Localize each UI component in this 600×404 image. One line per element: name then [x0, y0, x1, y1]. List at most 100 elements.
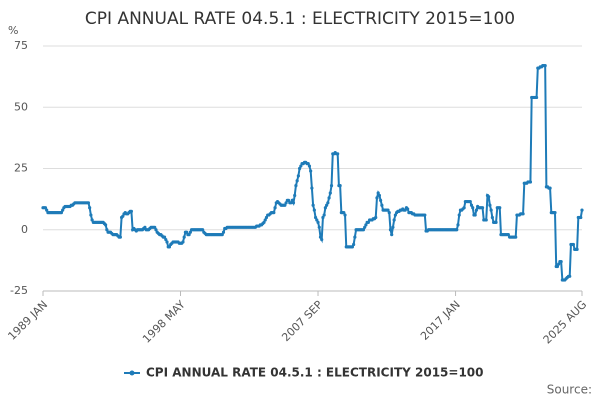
point: [361, 228, 366, 232]
y-axis-unit: %: [8, 24, 18, 37]
point: [521, 212, 525, 216]
point: [462, 206, 466, 210]
point: [61, 208, 65, 212]
point: [553, 211, 557, 215]
point: [329, 184, 334, 188]
point: [165, 240, 169, 244]
point: [105, 228, 109, 232]
point: [167, 245, 172, 249]
point: [221, 230, 226, 234]
point: [59, 211, 64, 215]
point: [480, 206, 485, 210]
point: [366, 220, 370, 224]
point: [315, 218, 319, 222]
point: [88, 206, 92, 210]
point: [575, 247, 579, 251]
point: [423, 213, 427, 217]
point: [571, 242, 576, 247]
point: [220, 233, 224, 237]
point: [306, 162, 310, 166]
point: [43, 206, 48, 210]
x-tick-label: 1989 JAN: [5, 298, 50, 343]
point: [154, 228, 158, 232]
point: [290, 198, 294, 202]
point: [264, 215, 269, 220]
point: [283, 203, 287, 207]
source: Source:: [547, 383, 592, 397]
point: [391, 225, 395, 229]
x-tick-label: 2025 AUG: [541, 298, 590, 347]
point: [484, 218, 488, 222]
point: [201, 228, 205, 232]
y-tick-label: 50: [14, 100, 28, 113]
point: [471, 206, 475, 210]
y-tick-label: 0: [21, 223, 28, 236]
point: [295, 179, 299, 183]
point: [328, 191, 332, 195]
point: [343, 213, 347, 217]
point: [273, 206, 277, 210]
point: [286, 198, 291, 202]
legend-label: CPI ANNUAL RATE 04.5.1 : ELECTRICITY 201…: [146, 366, 484, 380]
point: [317, 225, 321, 229]
point: [118, 235, 122, 239]
point: [374, 215, 378, 220]
point: [336, 152, 340, 156]
x-tick-label: 2017 JAN: [418, 298, 463, 343]
point: [322, 213, 326, 217]
point: [327, 196, 331, 200]
point: [528, 180, 533, 184]
point: [375, 196, 379, 200]
point: [326, 201, 330, 205]
point: [311, 203, 315, 207]
point: [321, 215, 325, 220]
point: [406, 207, 410, 211]
point: [379, 198, 383, 202]
point: [387, 211, 391, 215]
point: [153, 225, 157, 229]
point: [293, 193, 297, 198]
point: [296, 174, 300, 178]
point: [89, 213, 93, 217]
point: [316, 220, 320, 224]
point: [489, 208, 493, 212]
point: [187, 233, 191, 237]
point: [318, 235, 323, 239]
point: [313, 215, 318, 220]
point: [580, 208, 584, 212]
point: [388, 228, 393, 232]
y-tick-label: 75: [14, 39, 28, 52]
point: [534, 95, 539, 100]
point: [469, 203, 474, 207]
point: [310, 186, 314, 190]
point: [309, 169, 313, 173]
point: [506, 233, 510, 237]
point: [557, 262, 561, 266]
point: [121, 214, 125, 218]
point: [386, 208, 390, 212]
point: [377, 193, 382, 198]
point: [393, 213, 397, 217]
point: [338, 184, 342, 188]
point: [457, 213, 461, 217]
point: [403, 208, 407, 212]
series-line: [43, 64, 583, 281]
point: [498, 206, 502, 210]
point: [548, 186, 552, 190]
point: [188, 230, 192, 234]
point: [181, 240, 185, 244]
legend-marker: [129, 370, 135, 376]
point: [325, 203, 329, 207]
point: [185, 230, 189, 234]
point: [143, 225, 147, 229]
point: [473, 213, 477, 217]
point: [45, 208, 49, 212]
point: [182, 235, 186, 239]
point: [164, 237, 168, 242]
y-tick-label: -25: [10, 284, 28, 297]
point: [162, 235, 167, 239]
point: [129, 209, 134, 213]
point: [284, 201, 288, 205]
point: [363, 225, 367, 229]
